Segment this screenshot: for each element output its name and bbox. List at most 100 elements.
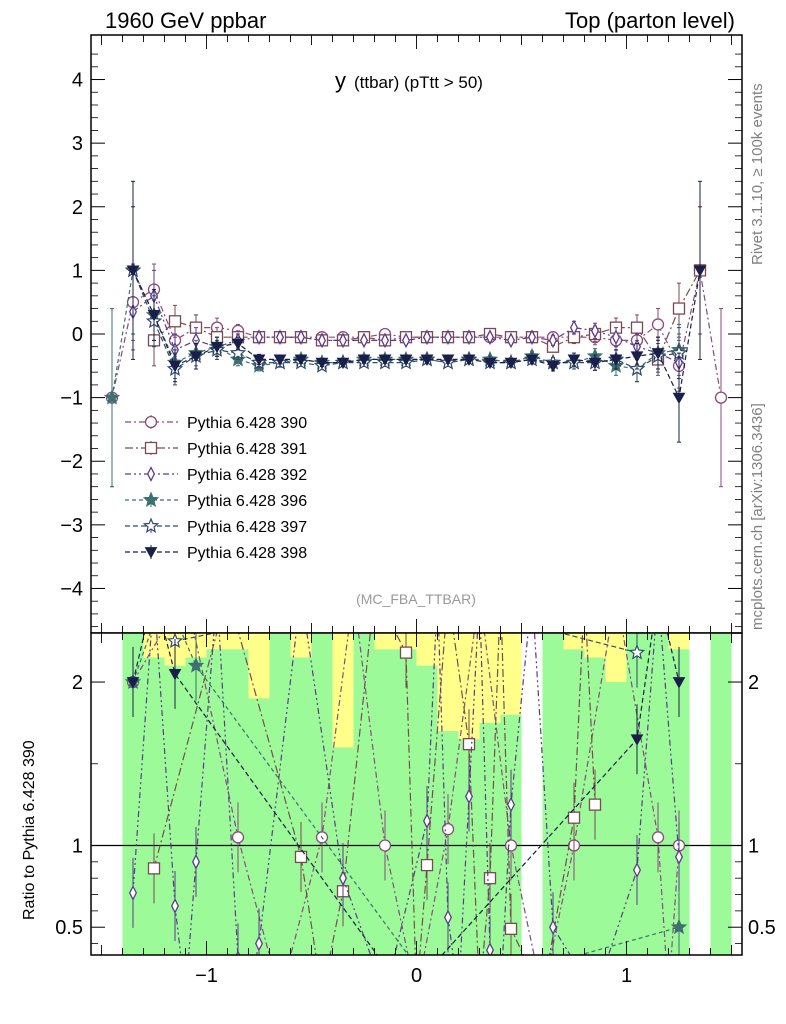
data-point: [317, 332, 327, 349]
header-right: Top (parton level): [565, 8, 735, 33]
ratio-point: [235, 950, 241, 955]
data-point: [567, 354, 581, 366]
uncertainty-band-green: [353, 633, 375, 955]
ratio-y-label: Ratio to Pythia 6.428 390: [21, 740, 38, 920]
legend-label: Pythia 6.428 391: [187, 441, 307, 458]
legend-entry-2: Pythia 6.428 392: [125, 466, 307, 484]
legend-label: Pythia 6.428 396: [187, 493, 307, 510]
rivet-version-label: Rivet 3.1.10, ≥ 100k events: [749, 83, 766, 265]
ratio-y-tick-label-right: 0.5: [748, 917, 776, 939]
main-axis-ticks: −4 −3 −2 −1 0 1 2 3 4: [60, 35, 742, 633]
ratio-point: [441, 822, 455, 836]
data-point: [546, 360, 560, 373]
x-tick-label: 1: [621, 965, 632, 987]
mcplots-label: mcplots.cern.ch [arXiv:1306.3436]: [749, 403, 766, 630]
data-point: [315, 357, 329, 370]
uncertainty-band-green: [122, 633, 144, 955]
data-point: [588, 357, 602, 370]
uncertainty-band-green: [269, 633, 291, 955]
data-point: [630, 321, 644, 334]
legend-entry-5: Pythia 6.428 398: [125, 545, 307, 562]
ratio-plot-content: [91, 633, 742, 955]
ratio-point: [464, 788, 474, 805]
series-1: [147, 206, 707, 376]
y-tick-label: 3: [72, 133, 83, 155]
y-tick-label: 2: [72, 197, 83, 219]
data-point: [359, 332, 369, 349]
y-tick-label: 0: [72, 324, 83, 346]
data-point: [527, 329, 537, 346]
data-point: [168, 315, 182, 328]
ratio-clip-group: [91, 633, 742, 955]
ratio-series-5: [126, 633, 686, 955]
data-point: [357, 354, 371, 366]
uncertainty-band-green: [395, 649, 417, 955]
uncertainty-band-green: [290, 657, 312, 955]
uncertainty-band-green: [626, 633, 648, 955]
uncertainty-band-green: [164, 665, 186, 955]
x-tick-label: −1: [195, 965, 218, 987]
analysis-watermark: (MC_FBA_TTBAR): [356, 591, 476, 607]
ratio-point: [588, 798, 602, 811]
legend-marker: [144, 415, 158, 429]
data-point: [672, 392, 686, 405]
main-plot-content: [103, 180, 728, 488]
ratio-point: [672, 677, 686, 689]
ratio-point: [422, 813, 432, 829]
data-point: [168, 360, 182, 373]
ratio-point: [420, 858, 434, 872]
band-gap: [521, 633, 543, 955]
ratio-point: [254, 935, 264, 952]
data-point: [609, 354, 623, 366]
data-point: [483, 357, 497, 370]
data-point: [147, 310, 161, 322]
y-tick-label: 1: [72, 260, 83, 282]
legend-marker: [144, 441, 158, 455]
uncertainty-band-green: [206, 649, 228, 955]
uncertainty-band-green: [374, 649, 396, 955]
data-point: [672, 302, 686, 315]
legend-marker: [144, 547, 158, 559]
data-point: [231, 338, 245, 351]
legend-label: Pythia 6.428 398: [187, 545, 307, 562]
data-point: [422, 329, 432, 346]
series-line-3: [111, 268, 680, 398]
data-point: [254, 329, 264, 346]
legend-marker: [142, 517, 160, 533]
ratio-series-0: [126, 633, 686, 955]
plot-title-sub: (ttbar) (pTtt > 50): [354, 73, 483, 92]
uncertainty-band-green: [143, 657, 165, 955]
ratio-point: [462, 737, 476, 751]
data-point: [210, 341, 224, 354]
y-tick-label: −3: [60, 515, 83, 537]
x-tick-label: 0: [411, 965, 422, 987]
uncertainty-band-green: [248, 698, 270, 955]
legend-marker: [142, 491, 160, 507]
plot-title-main: y: [335, 68, 346, 93]
data-point: [401, 332, 411, 349]
ratio-point: [506, 796, 516, 813]
data-point: [189, 351, 203, 363]
data-point: [420, 354, 434, 366]
data-point: [103, 389, 121, 405]
data-point: [630, 351, 644, 363]
legend: Pythia 6.428 390 Pythia 6.428 391 Pythia 6…: [125, 415, 307, 562]
data-point: [548, 332, 558, 349]
data-point: [714, 391, 728, 404]
legend-entry-0: Pythia 6.428 390: [125, 415, 307, 432]
band-gap: [91, 633, 123, 955]
ratio-y-tick-label: 1: [72, 835, 83, 857]
data-point: [443, 329, 453, 346]
data-point: [651, 318, 665, 331]
data-point: [294, 354, 308, 366]
main-frame: [90, 34, 743, 634]
legend-label: Pythia 6.428 397: [187, 519, 307, 536]
data-point: [504, 357, 518, 370]
ratio-series-2: [128, 633, 684, 955]
legend-entry-4: Pythia 6.428 397: [125, 517, 307, 536]
legend-entry-1: Pythia 6.428 391: [125, 441, 307, 458]
ratio-point: [567, 811, 581, 824]
legend-marker: [146, 466, 156, 482]
data-point: [485, 329, 495, 346]
ratio-point: [504, 839, 518, 852]
